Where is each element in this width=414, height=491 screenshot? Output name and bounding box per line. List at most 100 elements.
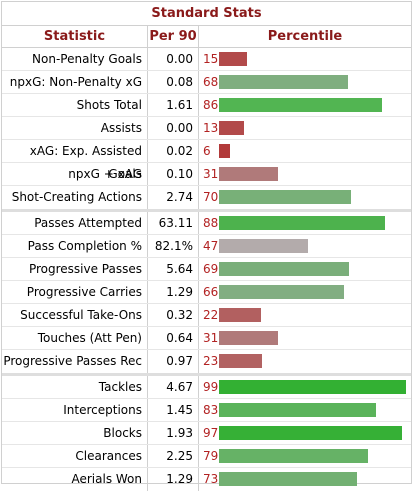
per90-value: 1.29 — [148, 468, 199, 491]
table-row: Touches (Att Pen) 0.64 31 — [2, 327, 411, 350]
statistic-name[interactable]: Assists — [2, 117, 148, 139]
percentile-value: 47 — [203, 239, 219, 253]
statistic-name[interactable]: Successful Take-Ons — [2, 304, 148, 326]
statistic-name[interactable]: Aerials Won — [2, 468, 148, 491]
percentile-cell: 6 — [199, 140, 411, 162]
per90-value: 5.64 — [148, 258, 199, 280]
per90-value: 4.67 — [148, 376, 199, 398]
statistic-name[interactable]: Tackles — [2, 376, 148, 398]
percentile-value: 97 — [203, 426, 219, 440]
statistic-name[interactable]: Pass Completion % — [2, 235, 148, 257]
header-statistic[interactable]: Statistic — [2, 26, 148, 47]
per90-value: 63.11 — [148, 212, 199, 234]
statistic-name[interactable]: npxG + xAG — [2, 163, 148, 185]
table-row: Non-Penalty Goals 0.00 15 — [2, 48, 411, 71]
statistic-name[interactable]: Clearances — [2, 445, 148, 467]
header-per90[interactable]: Per 90 — [148, 26, 199, 47]
table-row: Aerials Won 1.29 73 — [2, 468, 411, 491]
stat-group: Passes Attempted 63.11 88 Pass Completion %… — [2, 209, 411, 373]
percentile-value: 13 — [203, 121, 219, 135]
percentile-cell: 70 — [199, 186, 411, 209]
percentile-value: 68 — [203, 75, 219, 89]
table-row: Assists 0.00 13 — [2, 117, 411, 140]
table-row: Tackles 4.67 99 — [2, 376, 411, 399]
percentile-cell: 66 — [199, 281, 411, 303]
percentile-cell: 31 — [199, 327, 411, 349]
percentile-value: 88 — [203, 216, 219, 230]
percentile-cell: 15 — [199, 48, 411, 70]
statistic-name[interactable]: Passes Attempted — [2, 212, 148, 234]
percentile-bar — [219, 403, 376, 417]
percentile-value: 15 — [203, 52, 219, 66]
percentile-bar — [219, 449, 368, 463]
percentile-cell: 68 — [199, 71, 411, 93]
percentile-cell: 13 — [199, 117, 411, 139]
statistic-name[interactable]: Shots Total — [2, 94, 148, 116]
percentile-value: 6 — [203, 144, 211, 158]
table-row: Successful Take-Ons 0.32 22 — [2, 304, 411, 327]
percentile-cell: 86 — [199, 94, 411, 116]
per90-value: 0.32 — [148, 304, 199, 326]
percentile-value: 70 — [203, 190, 219, 204]
percentile-bar — [219, 331, 278, 345]
percentile-bar — [219, 52, 247, 66]
percentile-cell: 88 — [199, 212, 411, 234]
table-row: Interceptions 1.45 83 — [2, 399, 411, 422]
stat-group: Tackles 4.67 99 Interceptions 1.45 83 Blocks 1.… — [2, 373, 411, 491]
table-title: Standard Stats — [2, 2, 411, 26]
percentile-value: 83 — [203, 403, 219, 417]
percentile-cell: 83 — [199, 399, 411, 421]
percentile-cell: 79 — [199, 445, 411, 467]
statistic-name[interactable]: Interceptions — [2, 399, 148, 421]
per90-value: 1.61 — [148, 94, 199, 116]
table-row: Passes Attempted 63.11 88 — [2, 212, 411, 235]
percentile-bar — [219, 285, 344, 299]
per90-value: 1.45 — [148, 399, 199, 421]
table-body: Non-Penalty Goals 0.00 15 npxG: Non-Penalty… — [2, 48, 411, 491]
per90-value: 0.10 — [148, 163, 199, 185]
percentile-bar — [219, 354, 262, 368]
percentile-cell: 97 — [199, 422, 411, 444]
per90-value: 2.25 — [148, 445, 199, 467]
table-row: Shot-Creating Actions 2.74 70 — [2, 186, 411, 209]
table-header: Statistic Per 90 Percentile — [2, 26, 411, 48]
statistic-name[interactable]: xAG: Exp. Assisted Goals — [2, 140, 148, 181]
percentile-value: 31 — [203, 167, 219, 181]
percentile-value: 31 — [203, 331, 219, 345]
percentile-value: 86 — [203, 98, 219, 112]
percentile-bar — [219, 308, 261, 322]
percentile-bar — [219, 216, 385, 230]
percentile-cell: 99 — [199, 376, 411, 398]
percentile-bar — [219, 380, 406, 394]
table-row: xAG: Exp. Assisted Goals 0.02 6 — [2, 140, 411, 181]
per90-value: 0.64 — [148, 327, 199, 349]
table-row: npxG: Non-Penalty xG 0.08 68 — [2, 71, 411, 94]
percentile-bar — [219, 144, 230, 158]
table-row: npxG + xAG 0.10 31 — [2, 163, 411, 186]
statistic-name[interactable]: Shot-Creating Actions — [2, 186, 148, 209]
percentile-value: 69 — [203, 262, 219, 276]
statistic-name[interactable]: Progressive Passes Rec — [2, 350, 148, 373]
per90-value: 1.29 — [148, 281, 199, 303]
statistic-name[interactable]: Blocks — [2, 422, 148, 444]
per90-value: 0.08 — [148, 71, 199, 93]
table-row: Progressive Passes 5.64 69 — [2, 258, 411, 281]
percentile-bar — [219, 190, 351, 204]
percentile-bar — [219, 167, 278, 181]
statistic-name[interactable]: Progressive Carries — [2, 281, 148, 303]
statistic-name[interactable]: npxG: Non-Penalty xG — [2, 71, 148, 93]
statistic-name[interactable]: Non-Penalty Goals — [2, 48, 148, 70]
header-percentile[interactable]: Percentile — [267, 29, 343, 44]
table-row: Progressive Passes Rec 0.97 23 — [2, 350, 411, 373]
table-row: Blocks 1.93 97 — [2, 422, 411, 445]
stat-group: Non-Penalty Goals 0.00 15 npxG: Non-Penalty… — [2, 48, 411, 209]
statistic-name[interactable]: Progressive Passes — [2, 258, 148, 280]
per90-value: 0.00 — [148, 117, 199, 139]
per90-value: 0.00 — [148, 48, 199, 70]
percentile-value: 79 — [203, 449, 219, 463]
percentile-bar — [219, 121, 244, 135]
percentile-cell: 73 — [199, 468, 411, 491]
table-row: Pass Completion % 82.1% 47 — [2, 235, 411, 258]
statistic-name[interactable]: Touches (Att Pen) — [2, 327, 148, 349]
